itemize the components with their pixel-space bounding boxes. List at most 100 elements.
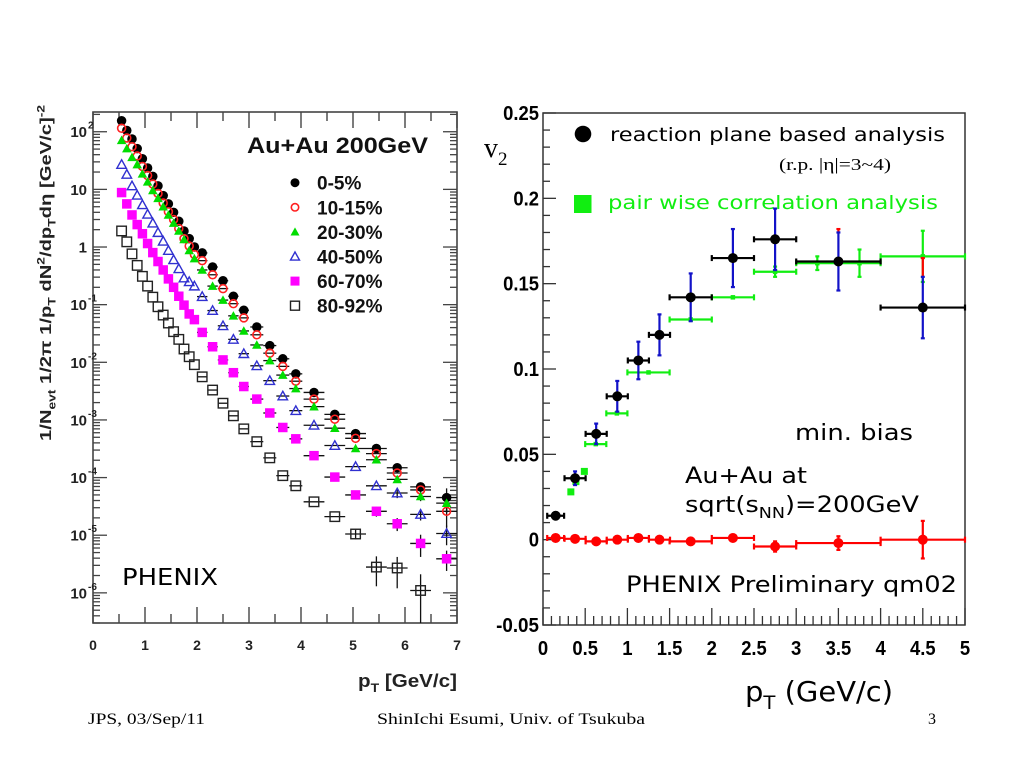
spectra-point-80-92pct bbox=[196, 371, 208, 383]
spectra-point-80-92pct bbox=[329, 511, 341, 523]
spectra-point-10-15pct bbox=[218, 283, 228, 294]
spectra-point-20-30pct bbox=[142, 177, 153, 186]
spectra-point-60-70pct bbox=[168, 282, 179, 293]
legend-label: 40-50% bbox=[317, 248, 383, 269]
spectra-point-20-30pct bbox=[371, 454, 382, 464]
legend-item-20-30pct: 20-30% bbox=[290, 223, 383, 244]
spectra-axis-ticks bbox=[92, 112, 458, 624]
x-tick-label: 3 bbox=[791, 638, 801, 660]
spectra-point-20-30pct bbox=[174, 226, 184, 235]
spectra-point-0-5pct bbox=[441, 492, 452, 503]
spectra-point-40-50pct bbox=[414, 508, 427, 519]
spectra-point-40-50pct bbox=[308, 419, 320, 430]
label-text: )=200GeV bbox=[785, 493, 919, 518]
footer-page-number: 3 bbox=[928, 711, 936, 728]
spectra-point-20-30pct bbox=[168, 218, 179, 227]
spectra-point-80-92pct bbox=[126, 248, 138, 260]
spectra-point-20-30pct bbox=[116, 135, 127, 145]
spectra-point-20-30pct bbox=[309, 401, 319, 411]
v2-legend: reaction plane based analysis (r.p. |η|=… bbox=[574, 124, 945, 214]
spectra-point-80-92pct bbox=[290, 480, 302, 492]
spectra-point-20-30pct bbox=[330, 423, 340, 432]
legend-label: 20-30% bbox=[317, 223, 383, 244]
spectra-point-10-15pct bbox=[197, 255, 207, 266]
spectra-point-40-50pct bbox=[188, 279, 201, 291]
spectra-point-40-50pct bbox=[167, 253, 180, 265]
spectra-point-60-70pct bbox=[116, 187, 127, 198]
spectra-point-60-70pct bbox=[330, 472, 340, 482]
spectra-point-40-50pct bbox=[217, 319, 229, 331]
spectra-point-80-92pct bbox=[264, 452, 276, 464]
spectra-point-60-70pct bbox=[239, 381, 249, 392]
subscript-text: T bbox=[762, 692, 775, 714]
v2-point-reaction-plane-based-analysis bbox=[685, 292, 696, 303]
spectra-point-0-5pct bbox=[142, 163, 153, 173]
spectra-point-60-70pct bbox=[189, 314, 200, 325]
open-triangle-marker-icon bbox=[289, 250, 301, 261]
spectra-point-0-5pct bbox=[291, 369, 301, 379]
energy-annotation: sqrt(s NN)=200GeV bbox=[685, 493, 919, 522]
phenix-label: PHENIX bbox=[122, 565, 218, 591]
spectra-point-80-92pct bbox=[131, 259, 143, 271]
v2-point-near-zero-series bbox=[727, 532, 738, 543]
x-tick-label: 0 bbox=[538, 638, 548, 660]
spectra-point-60-70pct bbox=[441, 554, 452, 564]
y-tick-label: 0.1 bbox=[513, 359, 539, 381]
x-tick-label: 3.5 bbox=[826, 638, 852, 660]
spectra-point-10-15pct bbox=[252, 330, 262, 340]
spectra-point-60-70pct bbox=[415, 538, 426, 549]
spectra-point-80-92pct bbox=[207, 384, 219, 396]
v2-point-reaction-plane-based-analysis bbox=[612, 391, 623, 402]
spectra-point-20-30pct bbox=[137, 169, 148, 178]
v2-point-reaction-plane-based-analysis bbox=[727, 253, 738, 264]
y-tick-label: 1 bbox=[79, 240, 87, 257]
spectra-point-0-5pct bbox=[116, 116, 127, 126]
spectra-point-60-70pct bbox=[163, 274, 174, 284]
spectra-point-0-5pct bbox=[265, 340, 275, 351]
spectra-point-60-70pct bbox=[122, 199, 132, 209]
spectra-point-0-5pct bbox=[278, 354, 288, 364]
spectra-point-40-50pct bbox=[263, 374, 276, 386]
spectra-point-20-30pct bbox=[158, 201, 168, 211]
v2-point-near-zero-series bbox=[833, 538, 844, 549]
filled-triangle-marker-icon bbox=[290, 227, 300, 236]
filled-square-marker-icon bbox=[290, 276, 300, 286]
spectra-point-60-70pct bbox=[252, 394, 262, 404]
y-tick-label-exponent: -5 bbox=[88, 524, 97, 535]
legend-label: 60-70% bbox=[317, 272, 383, 293]
spectra-chart-title: Au+Au 200GeV bbox=[247, 133, 428, 158]
y-tick-label: 0.15 bbox=[503, 274, 539, 296]
y-tick-label: 0.05 bbox=[503, 444, 539, 466]
legend-sublabel-reaction-plane: (r.p. |η|=3~4) bbox=[779, 155, 891, 174]
v2-point-near-zero-series bbox=[770, 541, 781, 552]
legend-label-pair-wise: pair wise correlation analysis bbox=[608, 192, 938, 214]
spectra-point-60-70pct bbox=[309, 450, 319, 461]
spectra-point-80-92pct bbox=[391, 562, 403, 574]
spectra-point-60-70pct bbox=[179, 300, 189, 310]
spectra-legend: 0-5% 10-15% 20-30% 40-50% 60-70% 80-92% bbox=[289, 174, 383, 318]
legend-label: 0-5% bbox=[317, 174, 361, 195]
subscript-text: T bbox=[46, 297, 58, 306]
spectra-point-80-92pct bbox=[350, 528, 362, 540]
v2-point-pair-wise-correlation-analysis bbox=[772, 269, 778, 274]
v2-point-near-zero-series bbox=[633, 532, 644, 543]
x-tick-label: 4 bbox=[875, 638, 886, 660]
spectra-point-0-5pct bbox=[239, 305, 249, 315]
v2-chart: 0 0.5 1 1.5 2 2.5 3 3.5 4 4.5 5 0.25 0.2 0.15 0.1 0.05… bbox=[484, 103, 970, 714]
spectra-point-40-50pct bbox=[250, 359, 263, 371]
subscript-text: T bbox=[371, 681, 380, 695]
legend-item-80-92pct: 80-92% bbox=[289, 297, 383, 318]
spectra-point-60-70pct bbox=[132, 219, 142, 230]
v2-axis-ticks bbox=[542, 112, 966, 626]
v2-point-reaction-plane-based-analysis bbox=[654, 329, 665, 340]
v2-point-reaction-plane-based-analysis bbox=[917, 302, 928, 313]
spectra-point-40-50pct bbox=[131, 189, 144, 200]
spectra-point-80-92pct bbox=[308, 496, 320, 508]
x-tick-label: 1.5 bbox=[657, 638, 683, 660]
spectra-point-0-5pct bbox=[207, 262, 218, 272]
spectra-point-80-92pct bbox=[238, 423, 250, 435]
v2-y-tick-labels: 0.25 0.2 0.15 0.1 0.05 0 -0.05 bbox=[496, 103, 539, 637]
spectra-point-60-70pct bbox=[218, 355, 228, 365]
